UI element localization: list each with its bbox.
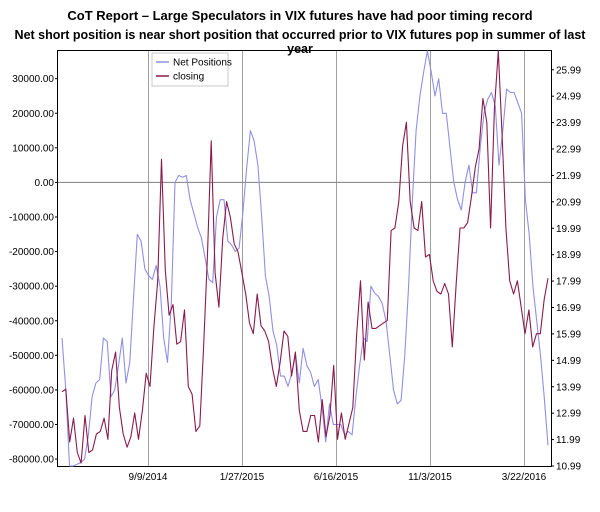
y-left-tick-label: -70000.00 — [9, 420, 54, 431]
y-left-tick-label: -10000.00 — [9, 213, 54, 224]
legend-box — [151, 52, 229, 87]
x-tick-label: 9/9/2014 — [129, 472, 168, 483]
x-tick-label: 11/3/2015 — [408, 472, 452, 483]
y-right-tick-label: 16.99 — [556, 303, 581, 314]
y-left-tick-label: 30000.00 — [12, 74, 54, 85]
y-right-tick-label: 23.99 — [556, 118, 581, 129]
x-tick-label: 3/22/2016 — [502, 472, 547, 483]
y-right-tick-label: 19.99 — [556, 224, 581, 235]
y-right-tick-label: 22.99 — [556, 145, 581, 156]
y-left-tick-label: 10000.00 — [12, 143, 54, 154]
y-left-tick-label: 0.00 — [35, 178, 55, 189]
y-right-tick-label: 24.99 — [556, 92, 581, 103]
y-right-tick-label: 17.99 — [556, 277, 581, 288]
y-right-tick-label: 20.99 — [556, 197, 581, 208]
y-left-tick-label: -20000.00 — [9, 247, 54, 258]
y-left-tick-label: -50000.00 — [9, 351, 54, 362]
y-left-tick-label: -40000.00 — [9, 316, 54, 327]
y-left-tick-label: 20000.00 — [12, 109, 54, 120]
y-left-tick-label: -30000.00 — [9, 282, 54, 293]
y-right-tick-label: 15.99 — [556, 329, 581, 340]
y-right-tick-label: 18.99 — [556, 250, 581, 261]
legend-label: Net Positions — [173, 58, 232, 69]
x-tick-label: 6/16/2015 — [314, 472, 359, 483]
y-right-tick-label: 10.99 — [556, 462, 581, 473]
y-right-tick-label: 21.99 — [556, 171, 581, 182]
series-line-net-positions — [61, 50, 549, 467]
y-right-tick-label: 12.99 — [556, 409, 581, 420]
y-left-tick-label: -80000.00 — [9, 455, 54, 466]
y-right-tick-label: 14.99 — [556, 356, 581, 367]
y-left-tick-label: -60000.00 — [9, 385, 54, 396]
chart-title: CoT Report – Large Speculators in VIX fu… — [67, 8, 533, 23]
legend-label: closing — [173, 72, 204, 83]
plot-frame — [57, 50, 552, 467]
chart-subtitle: Net short position is near short positio… — [14, 28, 586, 56]
y-right-tick-label: 11.99 — [556, 435, 581, 446]
y-right-tick-label: 13.99 — [556, 382, 581, 393]
y-right-tick-label: 25.99 — [556, 65, 581, 76]
series-line-closing — [61, 50, 549, 464]
x-tick-label: 1/27/2015 — [220, 472, 265, 483]
